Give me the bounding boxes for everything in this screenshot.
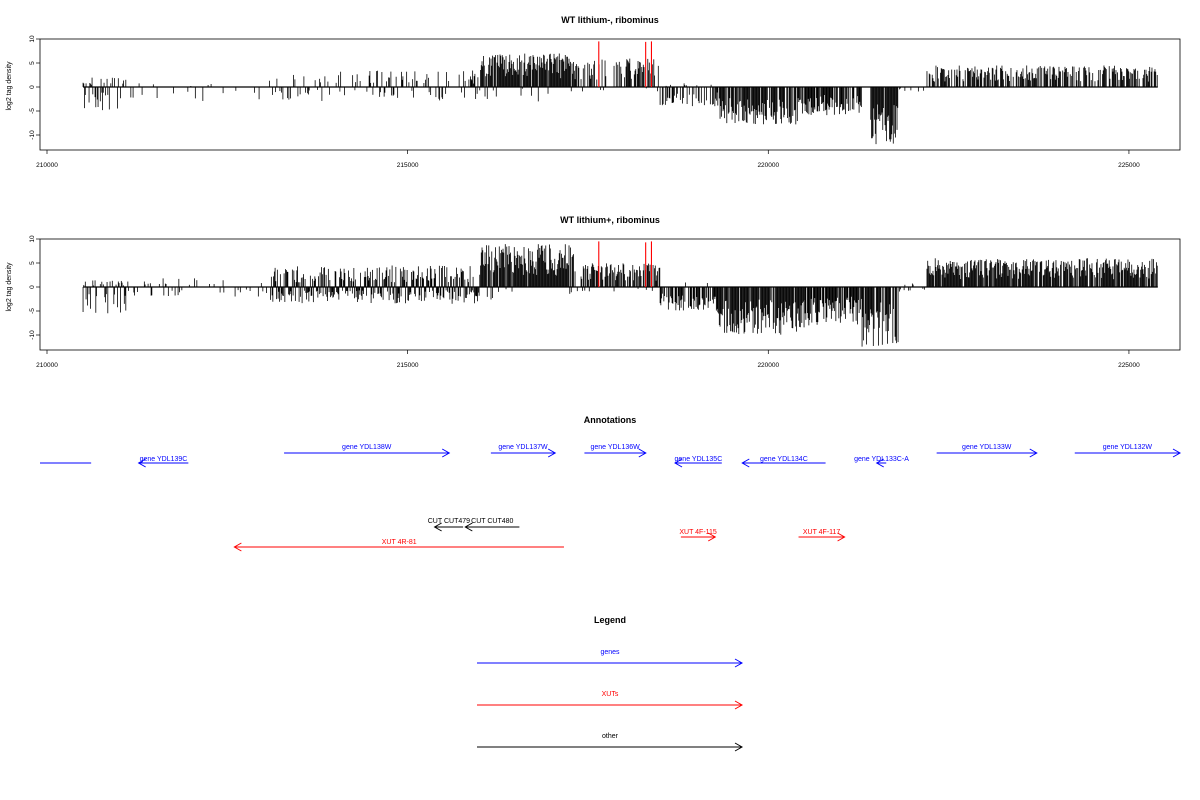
y-tick-label: 0 (29, 85, 36, 89)
annotation-track: Annotations gene YDL139C gene YDL138W gene… (40, 415, 1182, 552)
feature-gene: gene YDL139C (137, 456, 189, 468)
x-tick-label: 225000 (1118, 362, 1140, 369)
track-panel-lithium-plus: WT lithium+, ribominus log2 tag density … (6, 215, 1181, 369)
feature-label: gene YDL133W (962, 444, 1012, 451)
legend: Legend genes XUTs other (477, 615, 744, 752)
y-tick-label: 5 (29, 261, 36, 265)
arrow-head-right (837, 532, 846, 542)
feature-label: gene YDL137W (498, 444, 548, 451)
feature-label: gene YDL133C-A (854, 456, 909, 463)
feature-label: gene YDL139C (140, 456, 188, 463)
arrow-head-left (875, 458, 884, 468)
x-tick-label: 210000 (36, 162, 58, 169)
legend-item-xuts: XUTs (477, 691, 744, 710)
density-bars (82, 244, 1158, 347)
density-bars (82, 53, 1158, 145)
x-tick-label: 215000 (397, 162, 419, 169)
arrow-head-right (638, 448, 647, 458)
x-tick-label: 220000 (757, 162, 779, 169)
annotations-title: Annotations (584, 415, 637, 425)
track-panel-lithium-minus: WT lithium-, ribominus log2 tag density … (6, 15, 1181, 169)
feature-label: CUT CUT480 (471, 518, 513, 525)
arrow-head-right (1029, 448, 1038, 458)
legend-title: Legend (594, 615, 626, 625)
feature-gene: gene YDL134C (741, 456, 826, 468)
y-tick-label: -5 (29, 108, 36, 114)
arrow-head-right (707, 532, 717, 542)
arrow-head-right (1172, 448, 1182, 458)
arrow-head-left (674, 458, 683, 468)
feature-gene: gene YDL137W (490, 444, 557, 458)
y-tick-label: -10 (29, 330, 36, 340)
arrow-head-left (741, 458, 750, 468)
feature-label: gene YDL138W (342, 444, 392, 451)
feature-label: gene YDL136W (590, 444, 640, 451)
panel-title: WT lithium+, ribominus (560, 215, 660, 225)
y-tick-label: -5 (29, 308, 36, 314)
x-tick-label: 210000 (36, 362, 58, 369)
y-tick-label: 5 (29, 61, 36, 65)
arrow-head-left (433, 522, 442, 532)
arrow-head-right (734, 742, 744, 752)
arrow-head-left (464, 522, 473, 532)
panel-title: WT lithium-, ribominus (561, 15, 659, 25)
feature-gene: gene YDL138W (284, 444, 451, 458)
feature-label: XUT 4F-117 (803, 529, 841, 536)
feature-gene: gene YDL133C-A (854, 456, 909, 468)
feature-gene: gene YDL135C (674, 456, 723, 468)
arrow-head-right (547, 448, 557, 458)
feature-label: gene YDL135C (675, 456, 723, 463)
x-tick-label: 225000 (1118, 162, 1140, 169)
legend-label: XUTs (602, 691, 619, 698)
x-tick-label: 215000 (397, 362, 419, 369)
arrow-head-right (734, 700, 744, 710)
y-tick-label: 0 (29, 285, 36, 289)
feature-label: gene YDL134C (760, 456, 808, 463)
feature-label: XUT 4F-115 (679, 529, 717, 536)
feature-other: CUT CUT479 (428, 518, 470, 532)
arrow-head-left (137, 458, 146, 468)
x-tick-label: 220000 (757, 362, 779, 369)
y-axis-label: log2 tag density (6, 61, 13, 111)
y-tick-label: 10 (29, 35, 36, 43)
feature-gene: gene YDL133W (936, 444, 1038, 458)
feature-gene: gene YDL136W (584, 444, 647, 458)
arrow-head-right (734, 658, 744, 668)
feature-xut: XUT 4F-115 (679, 529, 717, 542)
legend-label: other (602, 733, 619, 740)
y-tick-label: -10 (29, 130, 36, 140)
legend-item-genes: genes (477, 649, 744, 668)
arrow-head-left (233, 542, 242, 552)
y-tick-label: 10 (29, 235, 36, 243)
legend-label: genes (600, 649, 620, 656)
legend-item-other: other (477, 733, 744, 752)
plot-frame (39, 38, 1181, 151)
feature-gene: gene YDL132W (1074, 444, 1182, 458)
arrow-head-right (441, 448, 451, 458)
plot-frame (39, 238, 1181, 351)
feature-other: CUT CUT480 (464, 518, 520, 532)
feature-xut: XUT 4R-81 (233, 539, 564, 552)
feature-label: XUT 4R-81 (382, 539, 417, 546)
y-axis-label: log2 tag density (6, 262, 13, 312)
feature-label: CUT CUT479 (428, 518, 470, 525)
feature-xut: XUT 4F-117 (798, 529, 846, 542)
feature-label: gene YDL132W (1103, 444, 1153, 451)
